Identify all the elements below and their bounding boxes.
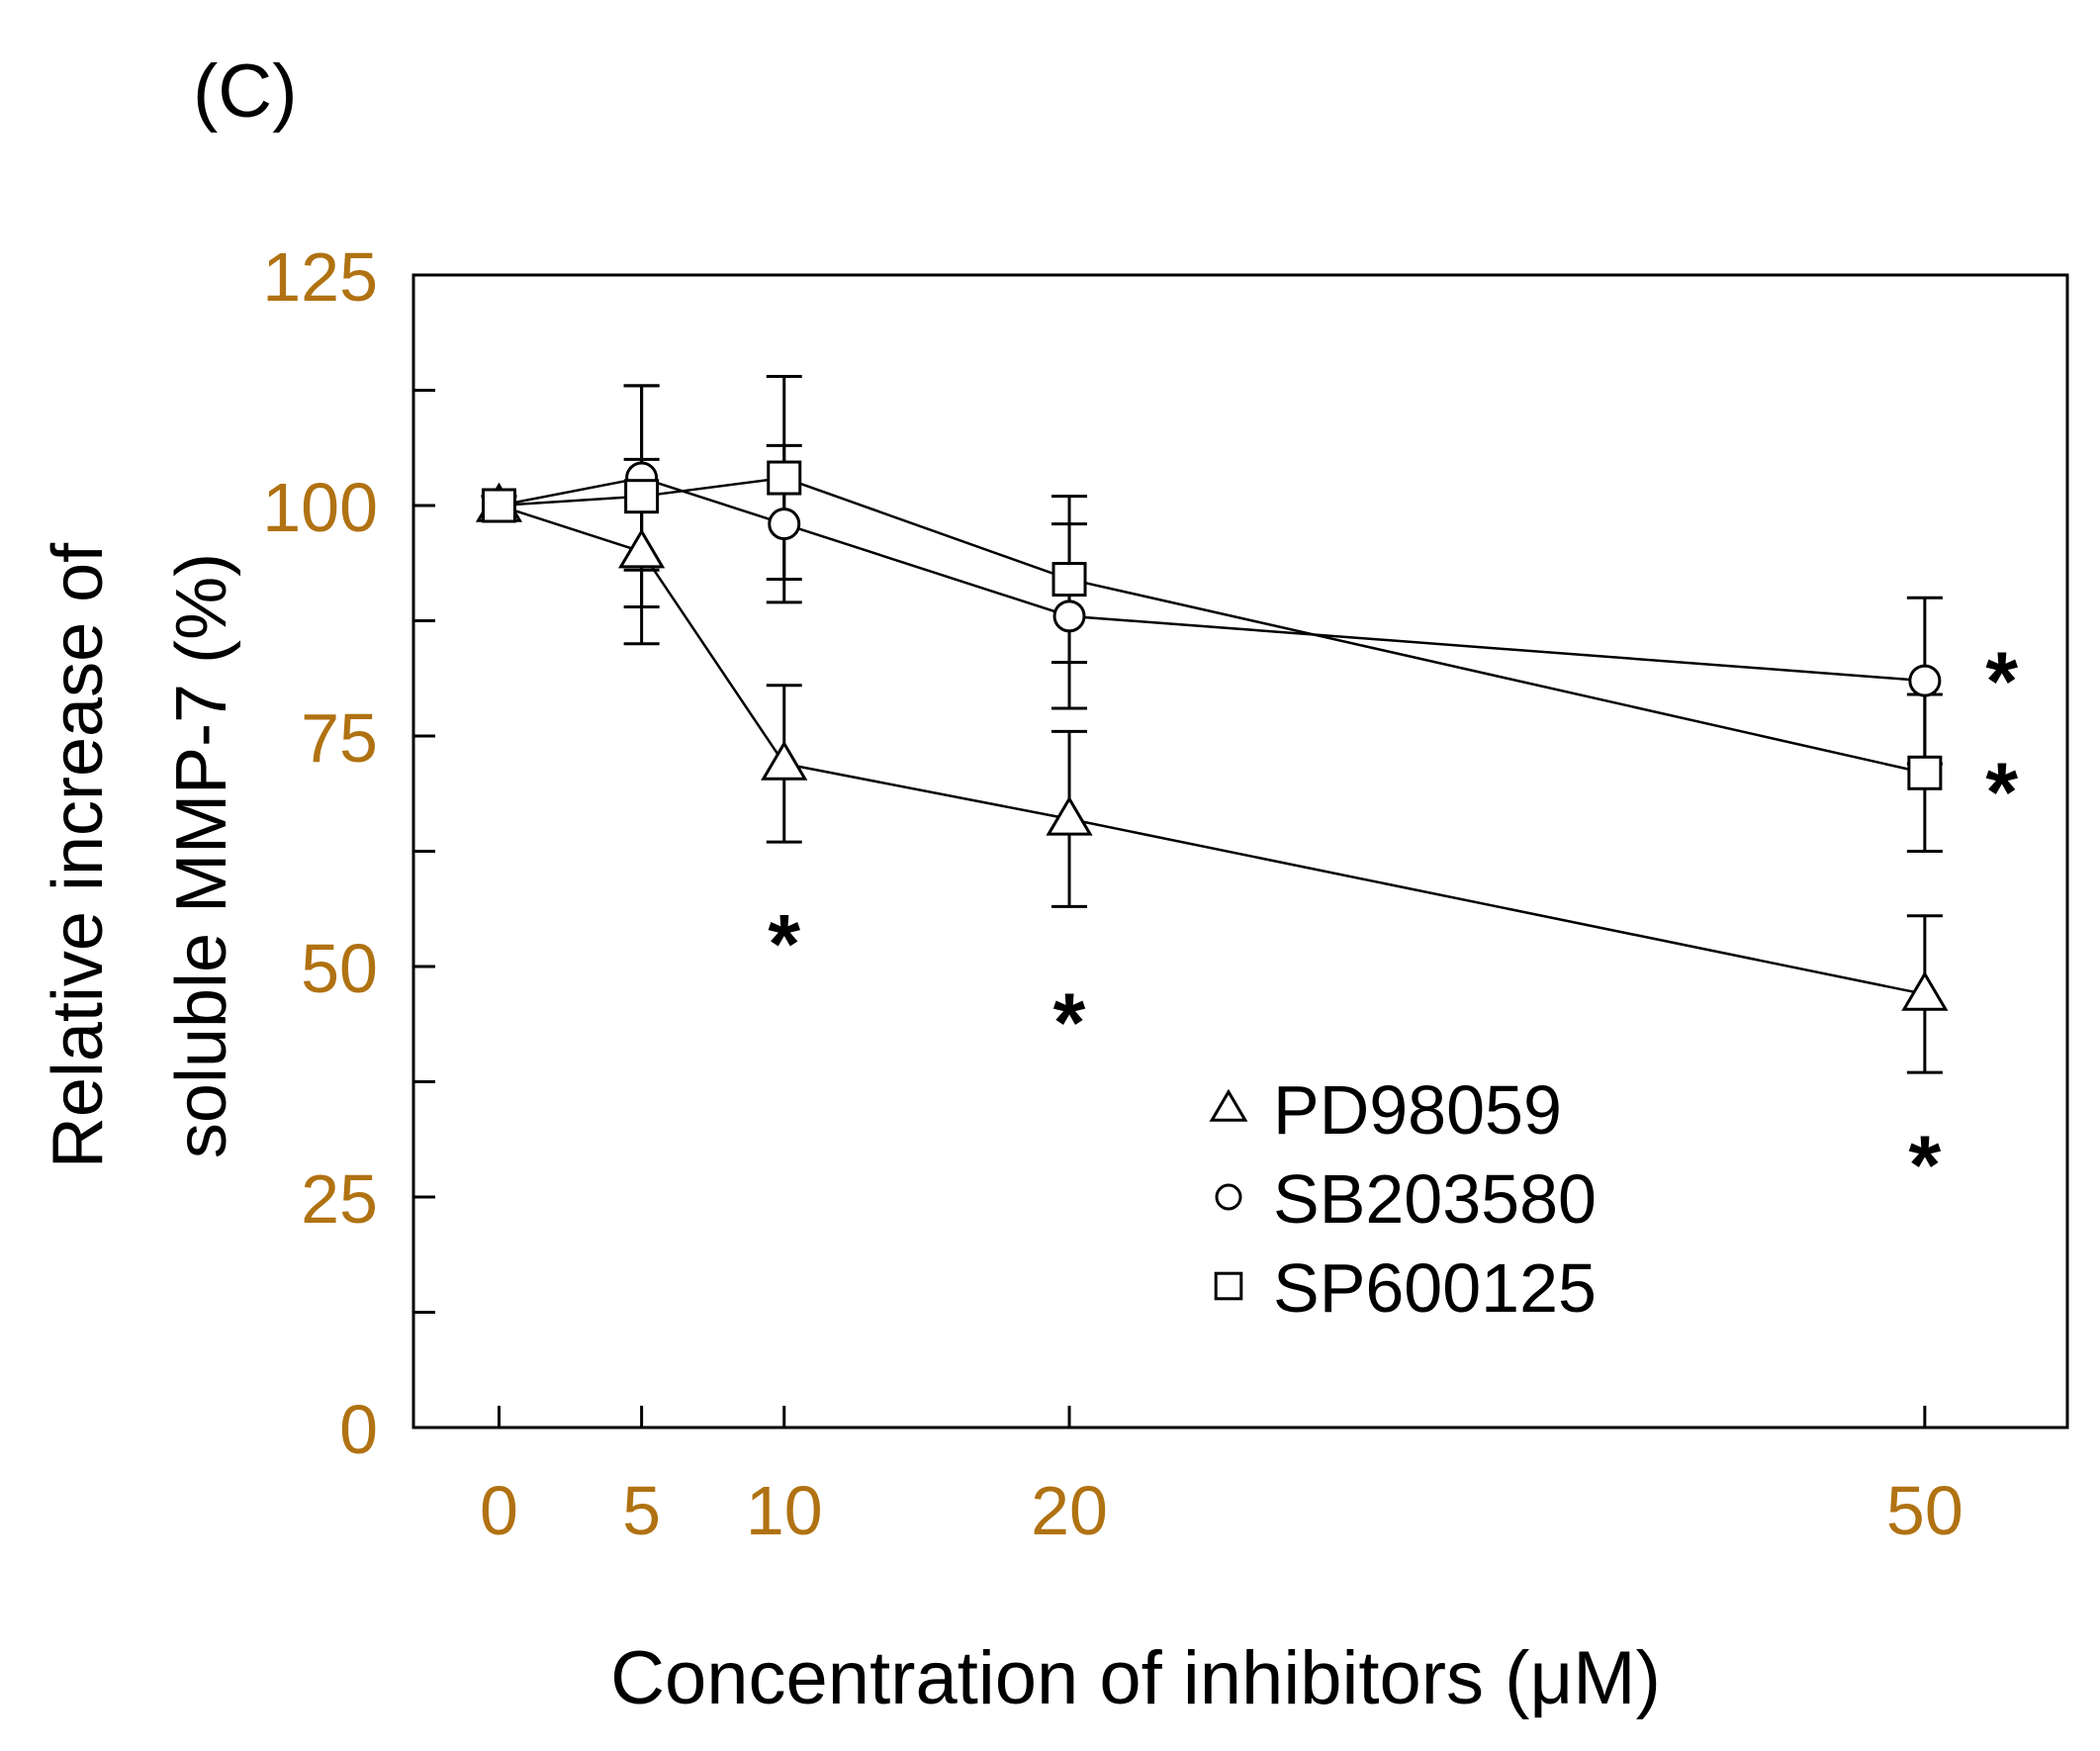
data-point-sb203580	[1908, 664, 1942, 697]
significance-asterisk: *	[1985, 634, 2018, 727]
significance-asterisk: *	[1053, 975, 1086, 1068]
markers-pd98059	[475, 482, 1949, 1011]
data-point-sp600125	[1907, 755, 1943, 790]
series-sb203580	[481, 384, 1943, 766]
data-point-sp600125	[481, 488, 516, 523]
data-point-pd98059	[1901, 970, 1949, 1011]
legend-marker-sb203580	[1215, 1183, 1242, 1211]
plot-frame	[411, 273, 2069, 1429]
significance-asterisk: *	[1909, 1119, 1942, 1212]
annotation-layer: * * * * *	[768, 634, 2018, 1211]
series-pd98059	[481, 457, 1943, 1074]
x-tick-label: 50	[1886, 1472, 1963, 1549]
data-point-sp600125	[1051, 562, 1087, 598]
data-point-pd98059	[761, 740, 808, 781]
series-line-sp600125	[499, 476, 1926, 775]
series-layer	[475, 375, 1949, 1074]
data-point-pd98059	[617, 528, 666, 569]
legend-marker-pd98059	[1209, 1088, 1248, 1122]
series-sp600125	[481, 375, 1943, 853]
legend-item-sp600125: SP600125	[1214, 1249, 1597, 1327]
legend-label-sp600125: SP600125	[1273, 1249, 1597, 1327]
y-axis-label-line1: Relative increase of	[39, 542, 118, 1168]
legend: PD98059 SB203580 SP600125	[1209, 1071, 1597, 1327]
x-tick-label: 10	[746, 1472, 823, 1549]
x-tick-label: 0	[480, 1472, 518, 1549]
legend-item-pd98059: PD98059	[1209, 1071, 1562, 1149]
data-point-sb203580	[1052, 599, 1086, 633]
data-point-sb203580	[768, 507, 801, 541]
x-axis: 0 5 10 20 50	[480, 1406, 1963, 1549]
y-tick-label: 125	[262, 238, 378, 316]
legend-item-sb203580: SB203580	[1215, 1160, 1597, 1238]
y-tick-label: 0	[339, 1391, 378, 1468]
legend-marker-sp600125	[1214, 1271, 1243, 1301]
data-point-sp600125	[624, 479, 660, 514]
x-tick-label: 20	[1031, 1472, 1108, 1549]
data-point-sp600125	[767, 460, 802, 496]
legend-label-sb203580: SB203580	[1273, 1160, 1597, 1238]
panel-label: (C)	[193, 49, 298, 134]
x-axis-label: Concentration of inhibitors (μM)	[610, 1636, 1661, 1720]
markers-sp600125	[481, 460, 1943, 790]
series-line-pd98059	[499, 504, 1926, 996]
series-line-sb203580	[499, 476, 1925, 683]
y-axis: 0 25 50 75 100 125	[262, 238, 435, 1468]
data-point-pd98059	[1046, 795, 1093, 836]
y-axis-label-line2: soluble MMP-7 (%)	[162, 553, 241, 1158]
y-tick-label: 75	[301, 699, 378, 777]
legend-label-pd98059: PD98059	[1273, 1071, 1562, 1149]
significance-asterisk: *	[1985, 745, 2018, 838]
y-tick-label: 100	[262, 469, 378, 546]
y-tick-label: 25	[301, 1160, 378, 1238]
y-tick-label: 50	[301, 930, 378, 1007]
significance-asterisk: *	[768, 897, 800, 990]
x-tick-label: 5	[622, 1472, 661, 1549]
